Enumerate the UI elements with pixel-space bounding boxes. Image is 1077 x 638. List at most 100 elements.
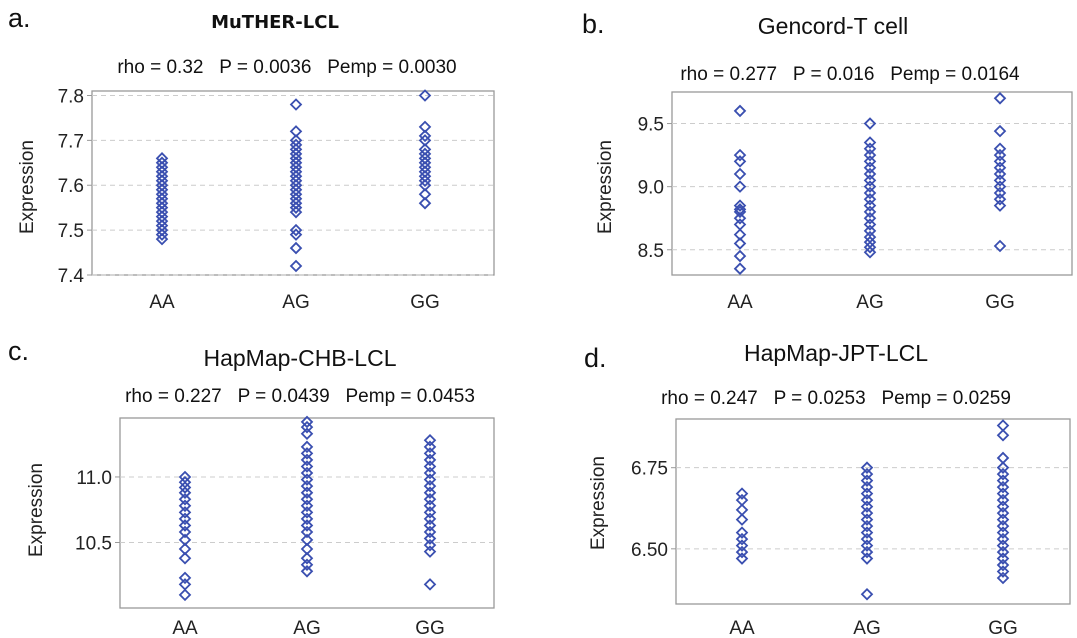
data-point	[996, 480, 1010, 494]
data-point	[423, 440, 437, 454]
data-point	[178, 499, 192, 513]
data-point	[289, 223, 303, 237]
y-tick-label: 7.7	[58, 131, 84, 152]
x-tick-label: AG	[293, 618, 320, 638]
data-point	[178, 533, 192, 547]
data-point	[996, 451, 1010, 465]
data-point	[300, 499, 314, 513]
data-point	[178, 492, 192, 506]
data-point	[863, 174, 877, 187]
data-point	[863, 186, 877, 200]
data-point	[996, 526, 1010, 539]
data-point	[178, 470, 192, 484]
data-point	[300, 466, 314, 480]
y-tick-label: 6.75	[631, 459, 668, 480]
data-point	[993, 193, 1007, 206]
data-point	[996, 461, 1010, 474]
data-point	[423, 434, 437, 447]
data-point	[300, 486, 314, 499]
panel-a: a. MuTHER-LCL rho = 0.32 P = 0.0036 Pemp…	[8, 3, 495, 313]
data-point	[860, 487, 874, 500]
panel-c: c. HapMap-CHB-LCL rho = 0.227 P = 0.0439…	[8, 336, 495, 638]
data-point	[993, 148, 1007, 162]
y-tick-label: 7.6	[58, 176, 84, 197]
data-point	[178, 578, 192, 591]
data-point	[863, 161, 877, 174]
data-point	[300, 460, 314, 473]
data-point	[418, 120, 432, 134]
data-point	[993, 92, 1007, 105]
data-point	[423, 466, 437, 480]
data-point	[733, 218, 747, 231]
data-point	[178, 486, 192, 499]
data-point	[996, 539, 1010, 552]
data-point	[418, 89, 432, 102]
data-point	[735, 552, 749, 565]
data-point	[289, 134, 303, 147]
data-point	[423, 479, 437, 493]
data-point	[860, 587, 874, 601]
data-point	[300, 440, 314, 454]
data-point	[993, 186, 1007, 200]
x-tick-label: AG	[853, 618, 880, 638]
y-tick-label: 11.0	[76, 468, 112, 489]
data-point	[733, 211, 747, 225]
data-point	[155, 152, 169, 165]
data-point	[735, 545, 749, 559]
y-tick-label: 7.8	[58, 86, 84, 107]
x-tick-label: GG	[985, 292, 1015, 313]
data-point	[996, 487, 1010, 500]
chart-title: HapMap-JPT-LCL	[744, 340, 928, 366]
data-point	[289, 98, 303, 111]
data-point	[860, 526, 874, 539]
data-point	[993, 167, 1007, 181]
panel-b: b. Gencord-T cell rho = 0.277 P = 0.016 …	[582, 9, 1073, 313]
data-point	[733, 249, 747, 263]
y-axis-label: Expression	[26, 463, 47, 557]
data-point	[423, 545, 437, 558]
data-point	[996, 545, 1010, 559]
data-point	[993, 161, 1007, 174]
data-point	[860, 532, 874, 546]
data-point	[733, 180, 747, 193]
data-point	[423, 492, 437, 506]
data-point	[733, 167, 747, 181]
data-point	[863, 167, 877, 181]
chart-title: HapMap-CHB-LCL	[203, 345, 396, 371]
data-point	[178, 588, 192, 602]
data-point	[418, 196, 432, 210]
data-point	[300, 519, 314, 532]
y-tick-label: 10.5	[75, 533, 112, 554]
x-tick-label: AG	[282, 292, 309, 313]
data-point	[860, 506, 874, 520]
data-point	[860, 500, 874, 513]
data-point	[863, 180, 877, 193]
data-point	[423, 532, 437, 545]
y-tick-label: 9.0	[638, 178, 664, 199]
data-point	[996, 513, 1010, 526]
data-point	[178, 506, 192, 519]
data-point	[423, 519, 437, 532]
stats-text: rho = 0.277 P = 0.016 Pemp = 0.0164	[680, 64, 1020, 85]
data-point	[993, 142, 1007, 156]
data-point	[860, 493, 874, 507]
data-point	[423, 453, 437, 467]
data-point	[733, 199, 747, 212]
stats-text: rho = 0.227 P = 0.0439 Pemp = 0.0453	[125, 386, 475, 407]
data-point	[860, 519, 874, 533]
panel-letter: d.	[584, 343, 607, 373]
panel-letter: c.	[8, 336, 29, 366]
data-point	[863, 148, 877, 162]
data-point	[863, 230, 877, 244]
data-point	[735, 503, 749, 517]
data-point	[863, 240, 877, 254]
data-point	[863, 218, 877, 231]
data-point	[300, 542, 314, 556]
panel-letter: b.	[582, 9, 605, 39]
data-point	[289, 125, 303, 138]
data-point	[423, 506, 437, 519]
data-point	[993, 180, 1007, 193]
data-point	[423, 447, 437, 460]
data-point	[178, 571, 192, 585]
data-point	[860, 513, 874, 526]
